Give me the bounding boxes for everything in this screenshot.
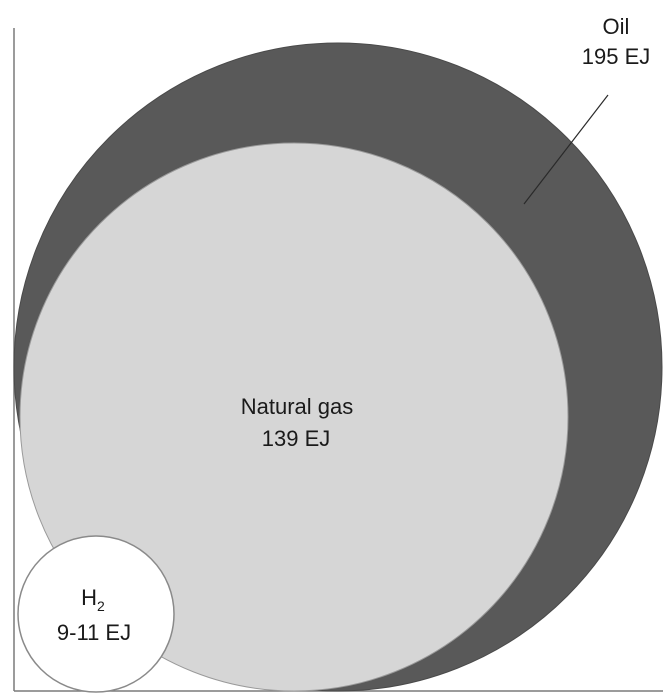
gas-value-label: 139 EJ [262,426,331,451]
bubble-natural-gas [19,142,569,692]
h2-name-subscript: 2 [97,598,105,614]
bubble-h2 [17,535,175,693]
gas-name-label: Natural gas [241,394,354,419]
oil-leader-line [523,94,609,205]
oil-value-label: 195 EJ [582,44,651,69]
oil-name-label: Oil [603,14,630,39]
h2-name-label: H2 [81,585,105,614]
h2-value-label: 9-11 EJ [57,620,131,645]
h2-name-main: H [81,585,97,610]
